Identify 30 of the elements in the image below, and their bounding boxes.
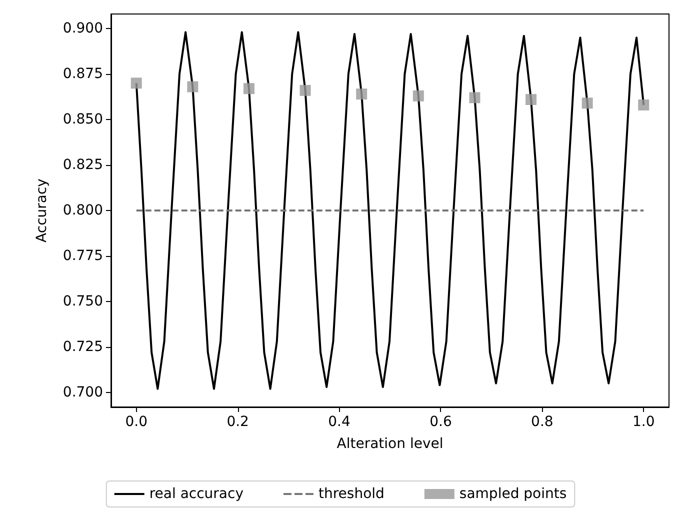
point xyxy=(469,92,480,104)
y-tick-label: 0.850 xyxy=(62,112,103,128)
y-tick-label: 0.800 xyxy=(62,202,103,218)
legend-label: threshold xyxy=(318,486,384,502)
legend-label: sampled points xyxy=(459,486,567,502)
legend-label: real accuracy xyxy=(149,486,244,502)
point xyxy=(243,83,254,94)
y-tick-label: 0.700 xyxy=(62,384,103,400)
point xyxy=(187,81,198,92)
point xyxy=(526,94,537,106)
x-tick-label: 1.0 xyxy=(632,414,655,430)
x-tick-label: 0.8 xyxy=(531,414,554,430)
y-tick-label: 0.750 xyxy=(62,293,103,310)
x-tick-label: 0.0 xyxy=(125,414,148,430)
x-axis-title: Alteration level xyxy=(336,436,444,452)
x-tick-label: 0.6 xyxy=(430,414,452,430)
point xyxy=(130,78,142,89)
point xyxy=(638,99,650,110)
y-tick-label: 0.900 xyxy=(62,20,103,37)
y-tick-label: 0.775 xyxy=(62,248,103,264)
y-axis-title: Accuracy xyxy=(34,178,50,242)
point xyxy=(412,90,424,102)
y-tick-label: 0.825 xyxy=(62,157,103,174)
y-tick-label: 0.875 xyxy=(62,66,103,82)
point xyxy=(582,98,593,109)
point xyxy=(300,84,311,96)
x-tick-label: 0.2 xyxy=(226,414,249,430)
x-tick-label: 0.4 xyxy=(328,414,350,430)
y-tick-label: 0.725 xyxy=(62,338,103,355)
point xyxy=(356,88,368,100)
